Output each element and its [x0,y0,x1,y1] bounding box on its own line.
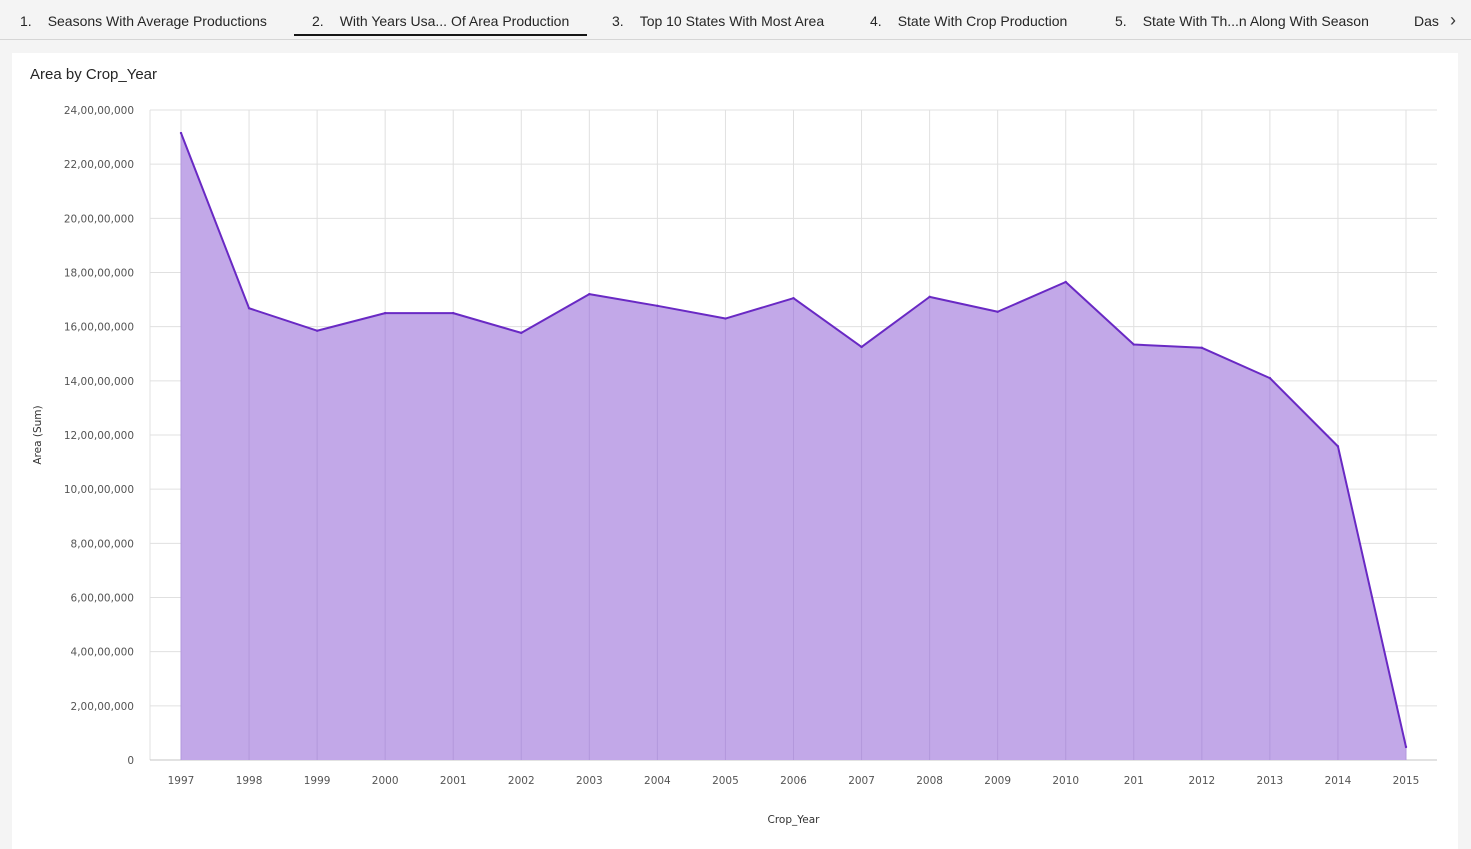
data-point [928,295,931,299]
data-point [724,317,727,320]
tab-label: State With Th...n Along With Season [1142,13,1369,29]
tab-number: 4. [870,13,882,29]
data-point [315,329,319,332]
tab-scroll-right-button[interactable]: › [1441,6,1465,34]
tab-label: Top 10 States With Most Area [639,13,825,29]
x-tick-label: 2005 [712,775,739,787]
tab-bar: 1. Seasons With Average Productions 2. Wit… [0,0,1471,40]
x-tick-label: 2004 [644,775,671,787]
data-point [1200,346,1204,349]
data-point [588,292,591,296]
data-point [1404,745,1408,749]
chevron-right-icon: › [1450,9,1456,30]
y-tick-label: 8,00,00,000 [71,538,134,550]
data-point [452,311,455,315]
y-tick-label: 10,00,00,000 [64,484,134,496]
tab-top-10-states-most-area[interactable]: 3. Top 10 States With Most Area [612,0,825,39]
y-tick-label: 16,00,00,000 [64,322,134,334]
tab-state-along-with-season[interactable]: 5. State With Th...n Along With Season [1115,0,1369,39]
y-tick-label: 24,00,00,000 [64,105,134,117]
tab-label: State With Crop Production [897,13,1068,29]
tab-number: 5. [1115,13,1127,29]
data-point [996,310,999,313]
y-tick-label: 20,00,00,000 [64,213,134,225]
y-tick-label: 6,00,00,000 [71,593,134,605]
x-tick-label: 2003 [576,775,603,787]
data-point [1268,376,1272,380]
y-tick-label: 12,00,00,000 [64,430,134,442]
tab-years-area-production[interactable]: 2. With Years Usa... Of Area Production [293,0,588,39]
tab-label: With Years Usa... Of Area Production [339,13,570,29]
data-point [179,131,183,135]
data-point [1132,343,1135,346]
x-tick-label: 2010 [1052,775,1079,787]
data-point [1336,445,1340,448]
y-tick-label: 18,00,00,000 [64,268,134,280]
area-chart: 0 2,00,00,000 4,00,00,000 6,00,00,000 8,00,0… [32,105,1437,826]
tab-number: 3. [612,13,624,29]
y-axis-ticks: 0 2,00,00,000 4,00,00,000 6,00,00,000 8,00,0… [64,105,134,767]
data-point [1064,280,1067,284]
data-point [247,307,251,310]
data-point [383,311,387,315]
x-tick-label: 1997 [168,775,195,787]
x-tick-label: 2007 [848,775,875,787]
data-point [520,331,523,335]
x-tick-label: 2006 [780,775,807,787]
x-axis-label: Crop_Year [768,814,821,826]
tab-label: Seasons With Average Productions [47,13,267,29]
y-tick-label: 2,00,00,000 [71,701,134,713]
tab-seasons-average-productions[interactable]: 1. Seasons With Average Productions [20,0,267,39]
x-tick-label: 2012 [1188,775,1215,787]
x-tick-label: 2009 [984,775,1011,787]
tab-dashboard-partial[interactable]: Das [1414,0,1439,39]
x-tick-label: 201 [1124,775,1144,787]
data-point [656,304,659,308]
x-tick-label: 2002 [508,775,535,787]
x-tick-label: 2008 [916,775,943,787]
y-tick-label: 4,00,00,000 [71,647,134,659]
tab-number: 1. [20,13,32,29]
area-series [179,131,1408,760]
chart-title: Area by Crop_Year [30,66,158,83]
x-axis-ticks: 1997 1998 1999 2000 2001 2002 2003 2004 2005 2006… [168,775,1420,787]
y-tick-label: 22,00,00,000 [64,159,134,171]
x-tick-label: 2015 [1393,775,1420,787]
x-tick-label: 1998 [236,775,263,787]
x-tick-label: 2014 [1325,775,1352,787]
data-point [792,297,795,300]
tab-label: Das [1414,13,1439,29]
x-tick-label: 2013 [1257,775,1284,787]
tab-number: 2. [312,13,324,29]
x-tick-label: 2001 [440,775,467,787]
x-tick-label: 1999 [304,775,331,787]
data-point [860,345,863,349]
y-tick-label: 0 [127,755,134,767]
x-tick-label: 2000 [372,775,399,787]
chart-card: Area by Crop_Year 0 2,00,00,000 4,00,00,00… [12,53,1458,849]
y-axis-label: Area (Sum) [32,405,44,464]
y-tick-label: 14,00,00,000 [64,376,134,388]
tab-state-crop-production[interactable]: 4. State With Crop Production [870,0,1068,39]
